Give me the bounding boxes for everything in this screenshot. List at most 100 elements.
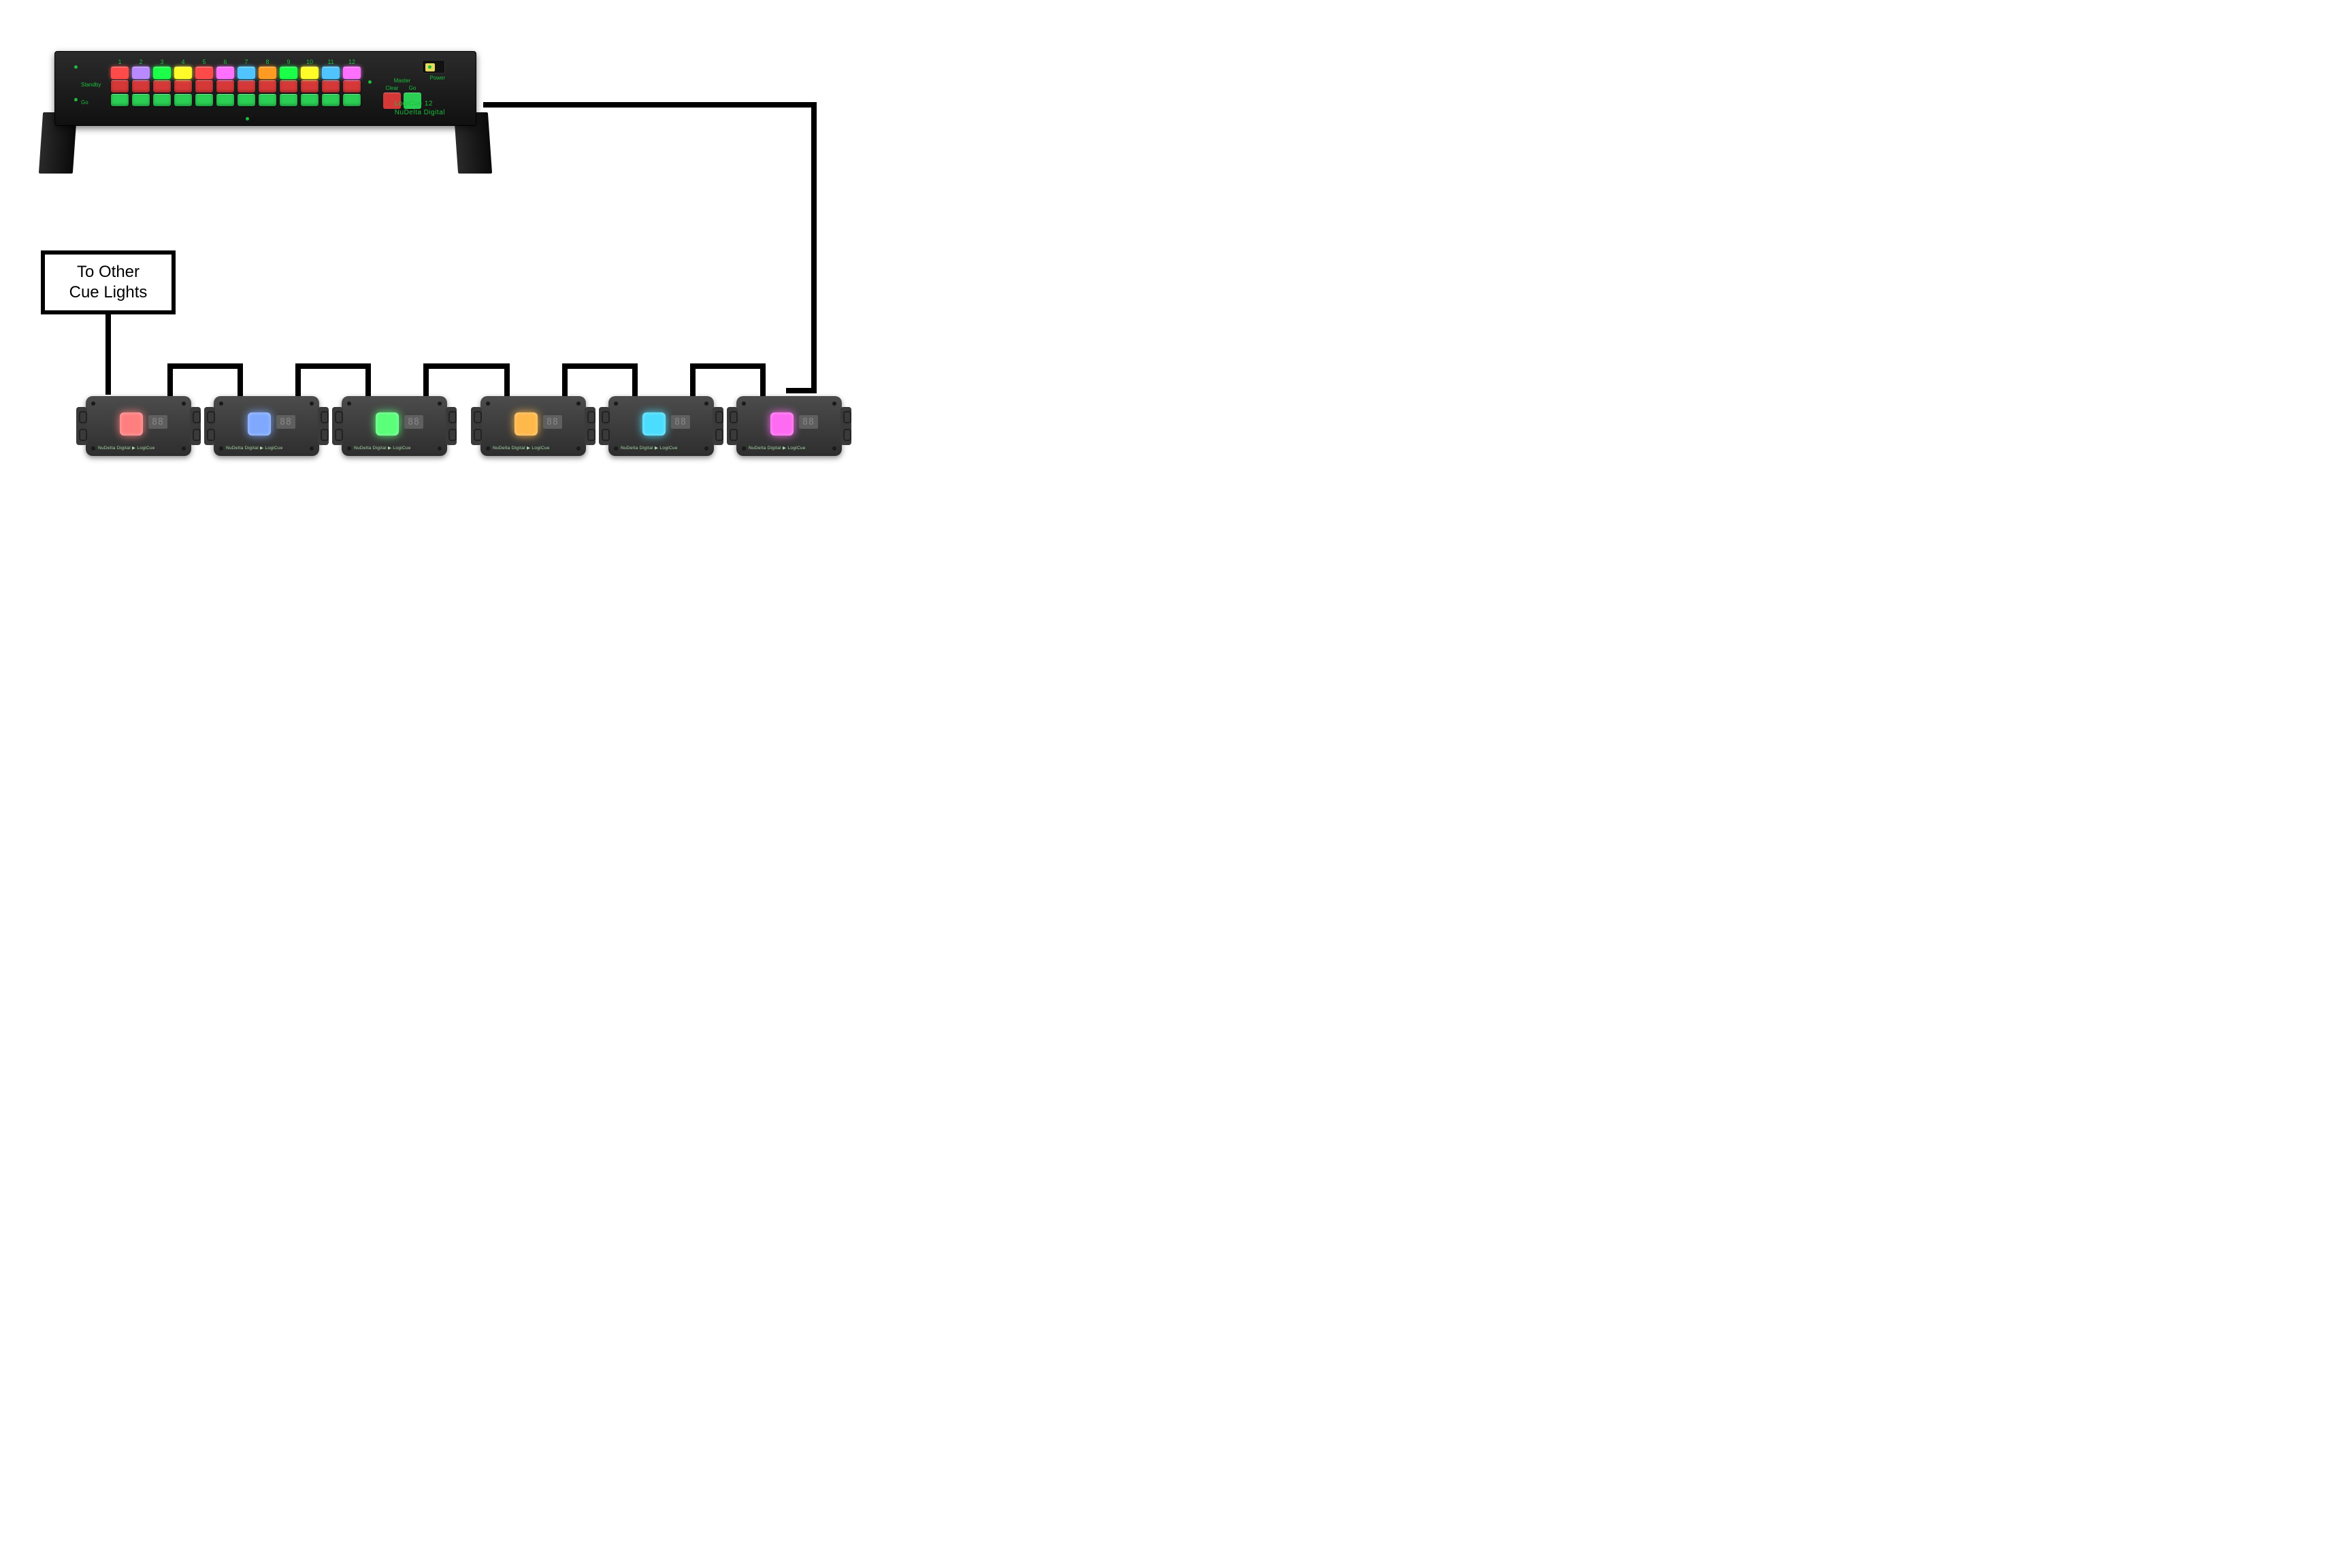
channel-indicator xyxy=(280,67,297,79)
go-button[interactable] xyxy=(343,94,361,106)
cue-display: 88 xyxy=(799,415,818,429)
channel-number: 7 xyxy=(236,59,257,65)
master-label: Master xyxy=(382,78,423,84)
channel-number: 11 xyxy=(321,59,341,65)
go-button[interactable] xyxy=(132,94,150,106)
channel-indicator xyxy=(153,67,171,79)
screw xyxy=(91,402,95,406)
daisy-wire xyxy=(423,363,510,369)
cue-brand: NuDelta Digital ▶ LogiCue xyxy=(226,445,283,451)
go-button[interactable] xyxy=(111,94,129,106)
channel-col-1: 1 xyxy=(110,59,130,108)
channel-col-7: 7 xyxy=(236,59,257,108)
channel-indicator xyxy=(132,67,150,79)
power-switch[interactable] xyxy=(422,60,445,74)
panel-led xyxy=(74,65,78,69)
channel-number: 4 xyxy=(173,59,193,65)
channel-number: 10 xyxy=(299,59,320,65)
panel-led xyxy=(74,98,78,101)
product-name: LogiCue 12 xyxy=(395,99,445,108)
wire-top xyxy=(483,102,817,108)
standby-button[interactable] xyxy=(238,80,255,93)
cue-light-button[interactable] xyxy=(514,412,538,436)
standby-button[interactable] xyxy=(322,80,340,93)
standby-button[interactable] xyxy=(259,80,276,93)
go-button[interactable] xyxy=(322,94,340,106)
screw xyxy=(219,446,223,451)
cue-2-blue: 88NuDelta Digital ▶ LogiCue xyxy=(214,396,319,456)
standby-button[interactable] xyxy=(111,80,129,93)
go-button[interactable] xyxy=(174,94,192,106)
cue-light-button[interactable] xyxy=(642,412,666,436)
channel-number: 8 xyxy=(257,59,278,65)
go-button[interactable] xyxy=(259,94,276,106)
cue-display: 88 xyxy=(543,415,562,429)
channel-col-5: 5 xyxy=(194,59,214,108)
channel-indicator xyxy=(195,67,213,79)
daisy-wire xyxy=(562,363,638,369)
standby-button[interactable] xyxy=(174,80,192,93)
daisy-wire xyxy=(690,363,766,369)
mount-ear xyxy=(585,407,595,445)
panel-led xyxy=(428,65,431,69)
cue-light-button[interactable] xyxy=(770,412,794,436)
screw xyxy=(704,402,708,406)
screw xyxy=(486,446,490,451)
wire-right-down xyxy=(811,102,817,393)
cue-light-button[interactable] xyxy=(120,412,143,436)
channel-indicator xyxy=(111,67,129,79)
channel-col-11: 11 xyxy=(321,59,341,108)
standby-button[interactable] xyxy=(301,80,318,93)
cue-light-button[interactable] xyxy=(248,412,271,436)
standby-button[interactable] xyxy=(216,80,234,93)
screw xyxy=(832,446,836,451)
other-cue-lights-text: To OtherCue Lights xyxy=(69,262,148,303)
go-button[interactable] xyxy=(195,94,213,106)
cue-5-cyan: 88NuDelta Digital ▶ LogiCue xyxy=(608,396,714,456)
channel-indicator xyxy=(322,67,340,79)
daisy-wire xyxy=(238,363,243,397)
go-button[interactable] xyxy=(301,94,318,106)
master-go-label: Go xyxy=(402,85,423,91)
standby-button[interactable] xyxy=(343,80,361,93)
go-button[interactable] xyxy=(238,94,255,106)
mount-ear xyxy=(727,407,738,445)
standby-button[interactable] xyxy=(153,80,171,93)
cue-display: 88 xyxy=(148,415,167,429)
wire-right-in xyxy=(786,388,817,393)
go-button[interactable] xyxy=(216,94,234,106)
clear-label: Clear xyxy=(382,85,402,91)
cue-brand: NuDelta Digital ▶ LogiCue xyxy=(621,445,678,451)
cue-6-magenta: 88NuDelta Digital ▶ LogiCue xyxy=(736,396,842,456)
cue-light-button[interactable] xyxy=(376,412,399,436)
channel-indicator xyxy=(343,67,361,79)
screw xyxy=(742,446,746,451)
standby-button[interactable] xyxy=(280,80,297,93)
daisy-wire xyxy=(760,363,766,397)
channel-number: 12 xyxy=(342,59,362,65)
standby-button[interactable] xyxy=(132,80,150,93)
screw xyxy=(438,402,442,406)
channel-col-6: 6 xyxy=(215,59,235,108)
go-button[interactable] xyxy=(280,94,297,106)
channel-number: 2 xyxy=(131,59,151,65)
screw xyxy=(310,446,314,451)
mount-ear xyxy=(446,407,457,445)
cue-brand: NuDelta Digital ▶ LogiCue xyxy=(354,445,411,451)
controller-panel: Standby Go 123456789101112 Master Clear … xyxy=(54,51,476,126)
channel-number: 6 xyxy=(215,59,235,65)
channel-col-12: 12 xyxy=(342,59,362,108)
mount-ear xyxy=(318,407,329,445)
screw xyxy=(438,446,442,451)
go-row-label: Go xyxy=(81,99,88,105)
standby-button[interactable] xyxy=(195,80,213,93)
screw xyxy=(182,402,186,406)
screw xyxy=(614,446,618,451)
screw xyxy=(832,402,836,406)
mount-ear xyxy=(599,407,610,445)
cue-3-green: 88NuDelta Digital ▶ LogiCue xyxy=(342,396,447,456)
daisy-wire xyxy=(365,363,371,397)
screw xyxy=(576,446,581,451)
channel-number: 5 xyxy=(194,59,214,65)
go-button[interactable] xyxy=(153,94,171,106)
